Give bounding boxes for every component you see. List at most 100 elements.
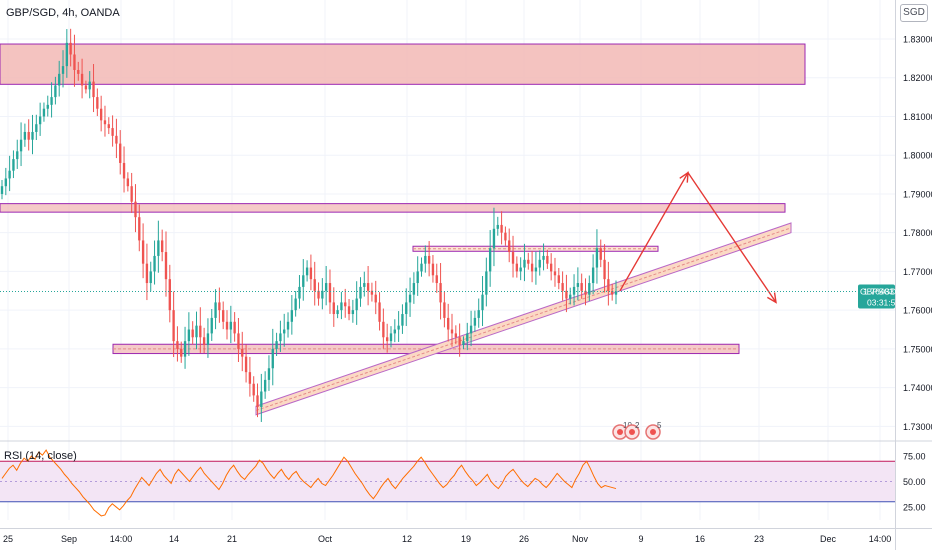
rsi-tick-label: 75.00 <box>903 452 926 462</box>
candle <box>80 73 84 86</box>
candle <box>145 263 149 284</box>
event-marker-1[interactable]: 10 <box>612 421 632 440</box>
candle <box>485 271 488 295</box>
price-tick-label: 1.79000 <box>903 189 932 199</box>
symbol-title[interactable]: GBP/SGD, 4h, OANDA <box>6 7 120 19</box>
candle <box>611 290 614 295</box>
price-tag-countdown: 03:31:59 <box>867 297 900 307</box>
candle <box>439 283 442 303</box>
candle <box>69 42 72 55</box>
candle <box>61 66 65 74</box>
candle <box>99 108 103 121</box>
price-tick-label: 1.74000 <box>903 383 932 393</box>
candle <box>233 321 236 334</box>
event-markers: 10 2 5 <box>612 421 662 440</box>
candle <box>58 73 61 86</box>
candle <box>454 333 458 338</box>
rsi-axis[interactable]: 75.00 50.00 25.00 <box>903 452 926 513</box>
candle <box>88 81 91 90</box>
candle <box>8 170 11 179</box>
candle <box>50 97 53 105</box>
candle <box>218 302 221 311</box>
candle <box>271 348 274 369</box>
candle <box>187 329 191 342</box>
candle <box>351 310 355 315</box>
event-marker-count: 5 <box>657 421 662 430</box>
support-resistance-zone[interactable] <box>0 203 786 213</box>
candle <box>241 348 244 357</box>
candle <box>393 329 396 334</box>
candle <box>195 325 198 338</box>
candle <box>466 333 469 342</box>
price-tick-label: 1.73000 <box>903 422 932 432</box>
candle <box>210 317 213 334</box>
candle <box>164 252 168 280</box>
candle <box>340 302 343 311</box>
support-resistance-zone[interactable] <box>0 43 806 85</box>
candle <box>256 395 259 408</box>
candle <box>416 271 419 284</box>
candle <box>77 69 80 74</box>
event-marker-2[interactable]: 2 <box>624 421 640 440</box>
rsi-title[interactable]: RSI (14, close) <box>4 450 77 462</box>
rsi-tick-label: 50.00 <box>903 477 926 487</box>
candle <box>302 275 305 287</box>
candle <box>530 263 534 272</box>
candle <box>172 310 175 342</box>
candle <box>160 240 164 253</box>
candle <box>561 283 564 291</box>
candle <box>103 120 107 125</box>
candle <box>111 128 114 136</box>
candle <box>458 337 461 346</box>
candle <box>122 162 126 179</box>
candle <box>168 279 171 311</box>
candle <box>569 294 572 299</box>
candle <box>546 255 549 264</box>
candle <box>298 286 301 299</box>
candle <box>401 314 404 326</box>
candle <box>12 159 15 171</box>
candle <box>576 283 580 287</box>
candle <box>420 263 423 272</box>
candle <box>263 379 267 392</box>
candle <box>557 275 560 284</box>
candle <box>344 302 347 307</box>
candle <box>222 310 225 322</box>
candle <box>378 302 381 322</box>
event-marker-count: 2 <box>635 421 640 430</box>
event-marker-3[interactable]: 5 <box>645 421 662 440</box>
time-axis[interactable]: 25 Sep 14:00 14 21 Oct 12 19 26 Nov 9 16 23 Dec 14:00 <box>3 534 891 544</box>
time-tick-label: 12 <box>402 534 412 544</box>
price-tick-label: 1.81000 <box>903 112 932 122</box>
rsi-line[interactable] <box>1 449 617 517</box>
candle <box>534 267 538 272</box>
candle <box>27 131 30 140</box>
candle <box>363 283 366 287</box>
candle <box>149 271 152 284</box>
arrow-head-down <box>766 292 777 304</box>
candle <box>588 283 591 295</box>
candle <box>283 329 286 334</box>
candle <box>321 290 324 299</box>
candle <box>332 302 335 315</box>
candle <box>328 283 332 303</box>
candle <box>294 298 297 311</box>
candle <box>542 255 545 260</box>
price-tick-label: 1.77000 <box>903 267 932 277</box>
candle <box>317 290 320 299</box>
time-tick-label: 14 <box>169 534 179 544</box>
grid-lines <box>0 0 895 520</box>
candle <box>603 259 606 280</box>
candle <box>19 139 23 152</box>
candle <box>237 333 240 349</box>
price-tag-value: 1.76483 <box>863 286 894 296</box>
currency-button[interactable]: SGD <box>900 4 928 22</box>
candle <box>183 341 187 357</box>
candle <box>119 143 122 163</box>
candle <box>504 232 507 241</box>
candle <box>427 255 431 264</box>
time-tick-label: Sep <box>61 534 77 544</box>
price-axis[interactable]: 1.83000 1.82000 1.81000 1.80000 1.79000 1.780… <box>903 34 932 431</box>
